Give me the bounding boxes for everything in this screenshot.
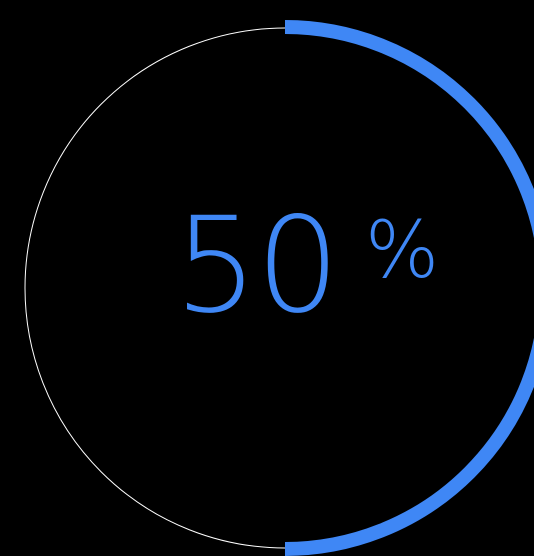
progress-unit: %	[365, 206, 440, 296]
progress-arc	[284, 20, 534, 556]
progress-value: 50	[174, 189, 340, 343]
